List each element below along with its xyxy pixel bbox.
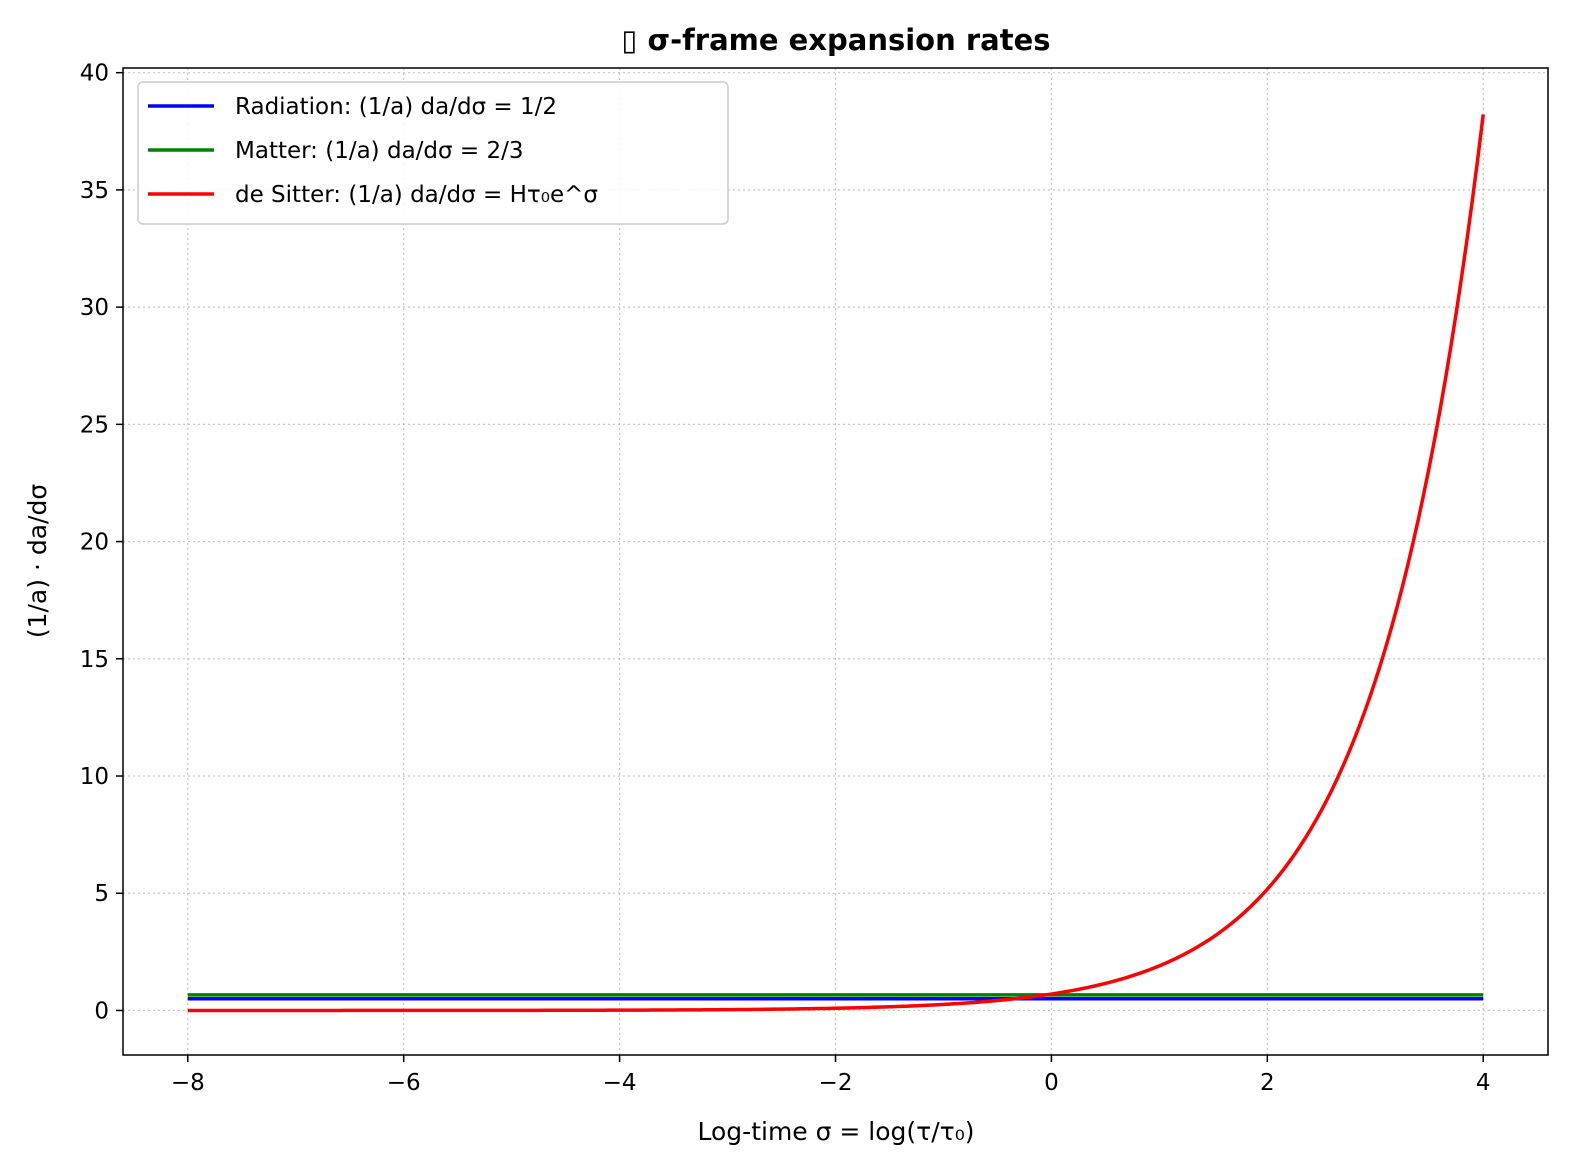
series-line-2 xyxy=(187,114,1485,1013)
y-tick-label: 0 xyxy=(94,998,109,1024)
legend-label: Matter: (1/a) da/dσ = 2/3 xyxy=(235,138,524,164)
y-tick-label: 30 xyxy=(80,295,109,321)
x-tick-label: −2 xyxy=(819,1070,853,1096)
legend: Radiation: (1/a) da/dσ = 1/2 Matter: (1/a… xyxy=(137,81,729,225)
y-tick-label: 25 xyxy=(80,412,109,438)
x-tick-label: −6 xyxy=(387,1070,421,1096)
y-tick-label: 5 xyxy=(94,881,109,907)
x-tick-label: −4 xyxy=(603,1070,637,1096)
x-tick-label: 0 xyxy=(1044,1070,1059,1096)
y-tick-label: 10 xyxy=(80,764,109,790)
chart-title: ▯ σ-frame expansion rates xyxy=(621,23,1050,57)
x-tick-label: −8 xyxy=(171,1070,205,1096)
x-axis-label: Log-time σ = log(τ/τ₀) xyxy=(698,1117,975,1146)
y-tick-label: 15 xyxy=(80,647,109,673)
x-tick-label: 4 xyxy=(1476,1070,1491,1096)
x-tick-label: 2 xyxy=(1260,1070,1275,1096)
series-layer xyxy=(187,114,1485,1013)
legend-box xyxy=(137,81,729,225)
y-tick-label: 20 xyxy=(80,530,109,556)
y-tick-label: 40 xyxy=(80,61,109,87)
y-axis-label: (1/a) · da/dσ xyxy=(23,484,52,638)
legend-label: de Sitter: (1/a) da/dσ = Hτ₀e^σ xyxy=(235,182,598,208)
y-tick-label: 35 xyxy=(80,178,109,204)
legend-label: Radiation: (1/a) da/dσ = 1/2 xyxy=(235,94,557,120)
